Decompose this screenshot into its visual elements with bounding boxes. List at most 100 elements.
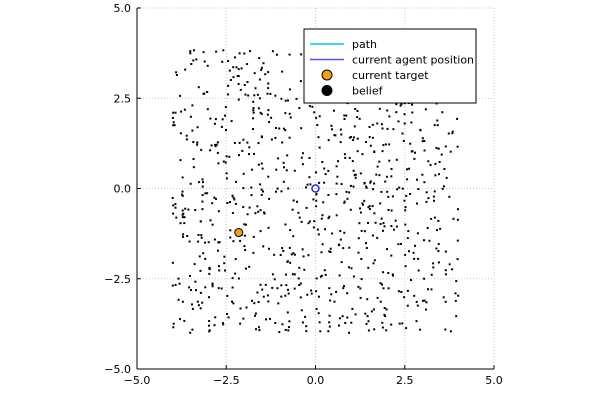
belief-point <box>312 226 315 229</box>
belief-point <box>373 328 376 331</box>
belief-point <box>379 223 382 225</box>
belief-point <box>316 228 319 231</box>
x-tick-label: 2.5 <box>396 374 414 387</box>
belief-point <box>260 162 263 165</box>
belief-point <box>221 60 224 63</box>
belief-point <box>237 68 240 71</box>
belief-point <box>390 254 393 257</box>
belief-point <box>188 274 191 277</box>
belief-point <box>401 322 404 325</box>
belief-point <box>239 88 242 91</box>
belief-point <box>416 304 419 307</box>
x-tick-label: −5.0 <box>124 374 151 387</box>
belief-point <box>202 51 205 54</box>
belief-point <box>379 300 382 303</box>
belief-point <box>206 192 209 195</box>
belief-point <box>374 221 377 224</box>
belief-point <box>390 168 393 170</box>
belief-point <box>327 194 330 196</box>
belief-point <box>254 312 257 315</box>
belief-point <box>427 160 430 163</box>
belief-point <box>229 79 232 81</box>
belief-point <box>238 141 241 144</box>
belief-point <box>287 292 290 295</box>
tick-labels: −5.0 −2.5 0.0 2.5 5.0 −5.0 −2.5 0.0 2.5 5.0 <box>104 2 502 387</box>
belief-point <box>234 56 236 59</box>
belief-point <box>196 126 199 129</box>
belief-point <box>201 178 204 181</box>
belief-point <box>217 287 220 290</box>
belief-point <box>316 124 319 126</box>
belief-point <box>360 229 363 232</box>
belief-point <box>301 321 304 324</box>
belief-point <box>364 312 367 315</box>
belief-point <box>267 300 270 303</box>
belief-point <box>261 136 263 139</box>
belief-point <box>393 228 395 231</box>
y-tick-label: 2.5 <box>114 92 132 105</box>
belief-point <box>348 266 350 269</box>
belief-point <box>179 132 182 135</box>
belief-point <box>392 128 395 131</box>
belief-point <box>182 212 185 215</box>
belief-point <box>217 162 220 165</box>
belief-point <box>224 269 226 272</box>
belief-point <box>285 273 287 276</box>
belief-point <box>222 323 225 326</box>
belief-point <box>368 126 371 128</box>
belief-point <box>257 210 260 213</box>
belief-point <box>406 168 409 171</box>
belief-point <box>329 251 332 253</box>
belief-point <box>204 286 207 289</box>
belief-point <box>303 268 306 271</box>
belief-point <box>297 211 300 214</box>
belief-point <box>378 174 381 177</box>
belief-point <box>172 204 175 207</box>
belief-point <box>263 212 266 215</box>
belief-point <box>185 138 188 141</box>
belief-point <box>220 287 223 290</box>
belief-point <box>315 308 318 311</box>
belief-point <box>383 307 386 309</box>
belief-point <box>317 312 320 315</box>
belief-point <box>338 244 341 247</box>
belief-point <box>208 296 210 299</box>
belief-point <box>193 263 196 266</box>
belief-point <box>256 205 259 208</box>
belief-point <box>259 111 262 114</box>
belief-point <box>401 132 404 135</box>
belief-point <box>267 82 270 85</box>
belief-point <box>206 91 209 93</box>
belief-point <box>320 217 323 220</box>
belief-point <box>379 282 382 285</box>
belief-point <box>171 284 174 287</box>
belief-point <box>397 120 400 123</box>
belief-point <box>253 72 256 75</box>
belief-point <box>433 190 436 193</box>
belief-point <box>266 294 269 297</box>
belief-point <box>432 266 435 269</box>
belief-point <box>404 209 407 212</box>
belief-point <box>330 124 333 127</box>
belief-point <box>175 71 178 74</box>
belief-point <box>449 150 452 153</box>
belief-point <box>416 178 418 181</box>
belief-point <box>409 142 412 145</box>
belief-point <box>343 285 345 288</box>
belief-point <box>183 108 186 111</box>
belief-point <box>239 239 242 242</box>
belief-point <box>395 225 398 228</box>
belief-point <box>300 309 303 312</box>
belief-point <box>411 111 414 114</box>
belief-point <box>171 117 174 119</box>
current-agent-position-marker <box>311 184 320 193</box>
belief-point <box>298 266 301 269</box>
belief-point <box>235 180 238 183</box>
belief-point <box>268 121 271 123</box>
belief-point <box>315 277 318 280</box>
belief-point <box>380 217 383 220</box>
belief-point <box>305 186 308 189</box>
belief-point <box>237 75 240 78</box>
belief-point <box>251 168 253 171</box>
